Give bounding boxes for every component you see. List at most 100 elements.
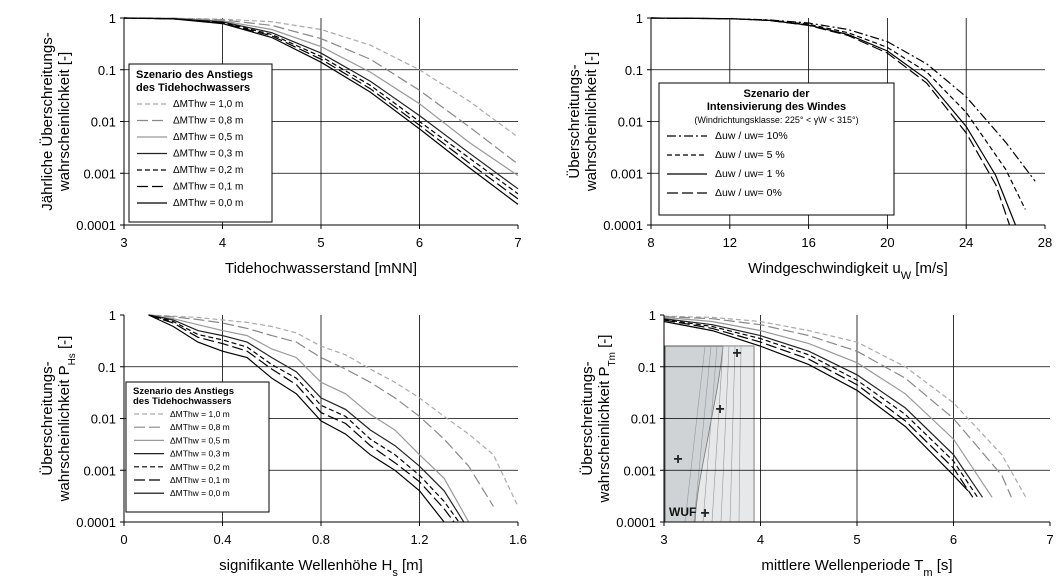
x-tick-label: 5 — [853, 532, 860, 547]
y-tick-label: 0.01 — [91, 412, 116, 427]
series-line-6 — [663, 319, 974, 498]
x-tick-label: 1.6 — [509, 532, 527, 547]
x-tick-label: 4 — [757, 532, 764, 547]
inset-map-label: WUF — [669, 505, 696, 519]
x-axis-label: Tidehochwasserstand [mNN] — [225, 260, 417, 277]
legend-entry-3: ΔMThw = 0,5 m — [170, 435, 230, 445]
chart-panel-2: 8 12 16 20 24 28 1 0.1 0.01 0.001 0.0001 Windgeschw… — [565, 11, 1052, 282]
inset-map-road — [702, 345, 718, 523]
y-tick-label: 0.001 — [83, 166, 116, 181]
y-tick-label: 0.0001 — [603, 218, 643, 233]
y-axis-label-line-2: wahrscheinlichkeit [-] — [56, 52, 73, 192]
x-tick-label: 0 — [120, 532, 127, 547]
x-tick-label: 16 — [801, 235, 815, 250]
x-axis-label-subscript: s — [392, 567, 398, 579]
legend-title-line-2: des Tidehochwassers — [136, 82, 250, 94]
series-line-2 — [148, 314, 494, 507]
legend-entry-6: ΔMThw = 0,1 m — [173, 182, 243, 193]
legend-entry-4: Δuw / uw= 0% — [715, 187, 782, 199]
y-tick-label: 0.01 — [631, 412, 656, 427]
x-tick-label: 4 — [219, 235, 226, 250]
x-tick-label: 6 — [950, 532, 957, 547]
legend-entry-2: ΔMThw = 0,8 m — [173, 116, 243, 127]
x-axis-label: mittlere Wellenperiode Tm [s] — [761, 557, 952, 579]
inset-map-road — [729, 345, 736, 523]
inset-map-road — [720, 345, 730, 523]
x-axis-label-unit: [m/s] — [911, 260, 948, 277]
x-tick-label: 12 — [723, 235, 737, 250]
series-line-7 — [123, 17, 519, 205]
y-tick-label: 0.01 — [618, 115, 643, 130]
series-line-3 — [663, 316, 993, 498]
legend-entry-3: ΔMThw = 0,5 m — [173, 132, 243, 143]
y-axis-label-subscript: Tm — [607, 352, 618, 366]
series-line-7 — [148, 314, 445, 523]
y-axis-label-line-1: Überschreitungs- — [565, 64, 583, 178]
x-tick-label: 24 — [959, 235, 973, 250]
legend-entry-1: ΔMThw = 1,0 m — [173, 99, 243, 110]
x-tick-label: 28 — [1038, 235, 1052, 250]
series-line-5 — [148, 314, 460, 523]
legend-entry-5: ΔMThw = 0,2 m — [173, 165, 243, 176]
legend-entry-2: ΔMThw = 0,8 m — [170, 422, 230, 432]
x-tick-label: 20 — [880, 235, 894, 250]
y-tick-label: 0.1 — [98, 360, 116, 375]
x-tick-label: 0.8 — [312, 532, 330, 547]
series-line-2 — [663, 316, 1012, 498]
inset-map-marker: + — [673, 451, 682, 468]
series-line-3 — [148, 314, 470, 523]
chart-panel-3: 0 0.4 0.8 1.2 1.6 1 0.1 0.01 0.001 0.0001 signifik… — [38, 308, 527, 579]
inset-map-marker: + — [715, 401, 724, 418]
y-axis-label-line-2: wahrscheinlichkeit [-] — [583, 52, 600, 192]
x-tick-label: 0.4 — [213, 532, 231, 547]
x-axis-label: signifikante Wellenhöhe Hs [m] — [219, 557, 423, 579]
y-axis-label-line-1: Überschreitungs- — [578, 361, 596, 475]
y-tick-label: 0.1 — [625, 63, 643, 78]
legend-title-line-1: Szenario der — [743, 88, 810, 100]
y-axis-label-line-2: wahrscheinlichkeit PTm [-] — [596, 335, 618, 504]
y-axis-label-line-1: Jährliche Überschreitungs- — [38, 32, 56, 210]
x-tick-label: 3 — [120, 235, 127, 250]
y-axis-label-unit: [-] — [56, 336, 73, 354]
y-axis-label-line-2: wahrscheinlichkeit PHs [-] — [56, 336, 78, 503]
y-tick-label: 0.001 — [83, 463, 116, 478]
y-tick-label: 0.01 — [91, 115, 116, 130]
inset-map-road — [693, 345, 712, 523]
legend-title-line-1: Szenario des Anstiegs — [133, 386, 234, 397]
legend-entry-1: Δuw / uw= 10% — [715, 130, 788, 142]
legend-entry-7: ΔMThw = 0,0 m — [173, 198, 243, 209]
x-axis-label-unit: [s] — [933, 557, 953, 574]
y-tick-label: 0.1 — [98, 63, 116, 78]
inset-map-road — [684, 345, 706, 523]
legend-title-line-1: Szenario des Anstiegs — [136, 69, 253, 81]
series-line-4 — [148, 314, 465, 523]
x-tick-label: 5 — [317, 235, 324, 250]
y-tick-label: 1 — [649, 308, 656, 323]
legend-entry-2: Δuw / uw= 5 % — [715, 149, 785, 161]
legend-entry-1: ΔMThw = 1,0 m — [170, 409, 230, 419]
inset-map-road — [738, 345, 742, 523]
y-axis-label-line-1: Überschreitungs- — [38, 361, 56, 475]
y-tick-label: 0.1 — [638, 360, 656, 375]
inset-map-road — [711, 345, 724, 523]
chart-panel-1: 3 4 5 6 7 1 0.1 0.01 0.001 0.0001 Tidehochwasserst… — [38, 11, 522, 277]
legend-entry-4: ΔMThw = 0,3 m — [170, 449, 230, 459]
x-tick-label: 3 — [660, 532, 667, 547]
legend-entry-4: ΔMThw = 0,3 m — [173, 149, 243, 160]
legend-entry-6: ΔMThw = 0,1 m — [170, 475, 230, 485]
legend-title-line-2: Intensivierung des Windes — [707, 101, 846, 113]
series-line-4 — [663, 318, 983, 498]
x-tick-label: 6 — [416, 235, 423, 250]
inset-map: + + + + WUF — [664, 345, 755, 523]
series-line-6 — [148, 314, 455, 523]
y-tick-label: 0.001 — [623, 463, 656, 478]
x-axis-label-subscript: m — [923, 567, 932, 579]
x-axis-label: Windgeschwindigkeit uW [m/s] — [748, 260, 948, 282]
series-line-5 — [663, 318, 979, 498]
y-tick-label: 1 — [636, 11, 643, 26]
y-tick-label: 1 — [109, 11, 116, 26]
